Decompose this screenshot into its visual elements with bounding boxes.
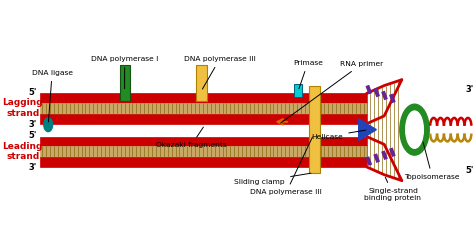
Text: DNA polymerase I: DNA polymerase I	[91, 56, 158, 89]
Ellipse shape	[400, 104, 429, 155]
Polygon shape	[359, 119, 376, 141]
Bar	[374, 153, 380, 163]
Text: DNA ligase: DNA ligase	[32, 70, 73, 122]
Bar	[311, 136, 366, 146]
Bar	[381, 91, 388, 100]
Bar	[40, 157, 311, 167]
Text: Single-strand
binding protein: Single-strand binding protein	[365, 177, 421, 201]
Bar	[365, 85, 372, 94]
Bar	[389, 94, 396, 103]
Bar	[40, 103, 311, 114]
Text: DNA polymerase III: DNA polymerase III	[250, 137, 322, 195]
Bar	[120, 65, 130, 101]
Text: 5': 5'	[28, 88, 36, 97]
Ellipse shape	[44, 118, 53, 132]
Ellipse shape	[406, 111, 423, 148]
Bar	[311, 114, 366, 124]
Bar	[311, 157, 366, 167]
Bar	[311, 103, 366, 114]
Text: Leading
strand: Leading strand	[2, 141, 43, 161]
Text: Sliding clamp: Sliding clamp	[235, 173, 311, 185]
Text: 3': 3'	[28, 120, 36, 129]
Text: DNA polymerase III: DNA polymerase III	[184, 56, 255, 89]
Text: Lagging
strand: Lagging strand	[2, 99, 43, 118]
Bar	[389, 148, 396, 157]
Text: RNA primer: RNA primer	[281, 61, 383, 123]
Text: Topoisomerase: Topoisomerase	[404, 142, 460, 180]
Text: 5': 5'	[28, 131, 36, 140]
Text: Okazaki fragments: Okazaki fragments	[156, 127, 227, 148]
Bar	[311, 146, 366, 157]
Bar	[309, 86, 319, 173]
Bar	[365, 156, 372, 166]
Text: Helicase: Helicase	[311, 130, 366, 140]
Bar	[40, 136, 311, 146]
Bar	[294, 84, 302, 97]
Bar	[40, 94, 311, 103]
Text: 3': 3'	[28, 163, 36, 172]
Text: 5': 5'	[465, 166, 474, 175]
Bar	[196, 65, 207, 101]
Text: Primase: Primase	[293, 60, 323, 89]
Bar	[40, 146, 311, 157]
Bar	[374, 88, 380, 97]
Bar	[381, 151, 388, 160]
Bar	[311, 94, 366, 103]
Bar	[40, 114, 311, 124]
Text: 3': 3'	[465, 85, 474, 94]
